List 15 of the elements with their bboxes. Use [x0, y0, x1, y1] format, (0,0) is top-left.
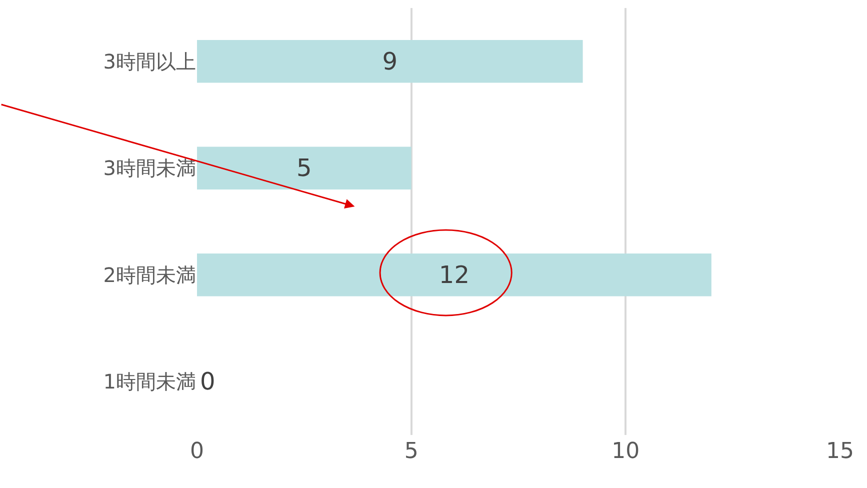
data-label: 5 [296, 154, 312, 182]
data-label: 0 [200, 368, 216, 396]
bar [197, 146, 412, 190]
bar [197, 254, 712, 296]
y-tick-label: 2時間未満 [103, 262, 196, 287]
x-tick-label: 15 [826, 439, 854, 464]
x-tick-label: 10 [612, 439, 640, 464]
data-label: 12 [438, 260, 470, 289]
bar [197, 40, 583, 83]
y-tick-label: 3時間未満 [103, 156, 196, 180]
x-tick-label: 5 [404, 439, 418, 464]
data-label: 9 [382, 47, 398, 76]
y-tick-label: 3時間以上 [103, 49, 196, 74]
x-tick-label: 0 [190, 439, 204, 464]
y-tick-label: 1時間未満 [103, 370, 196, 394]
